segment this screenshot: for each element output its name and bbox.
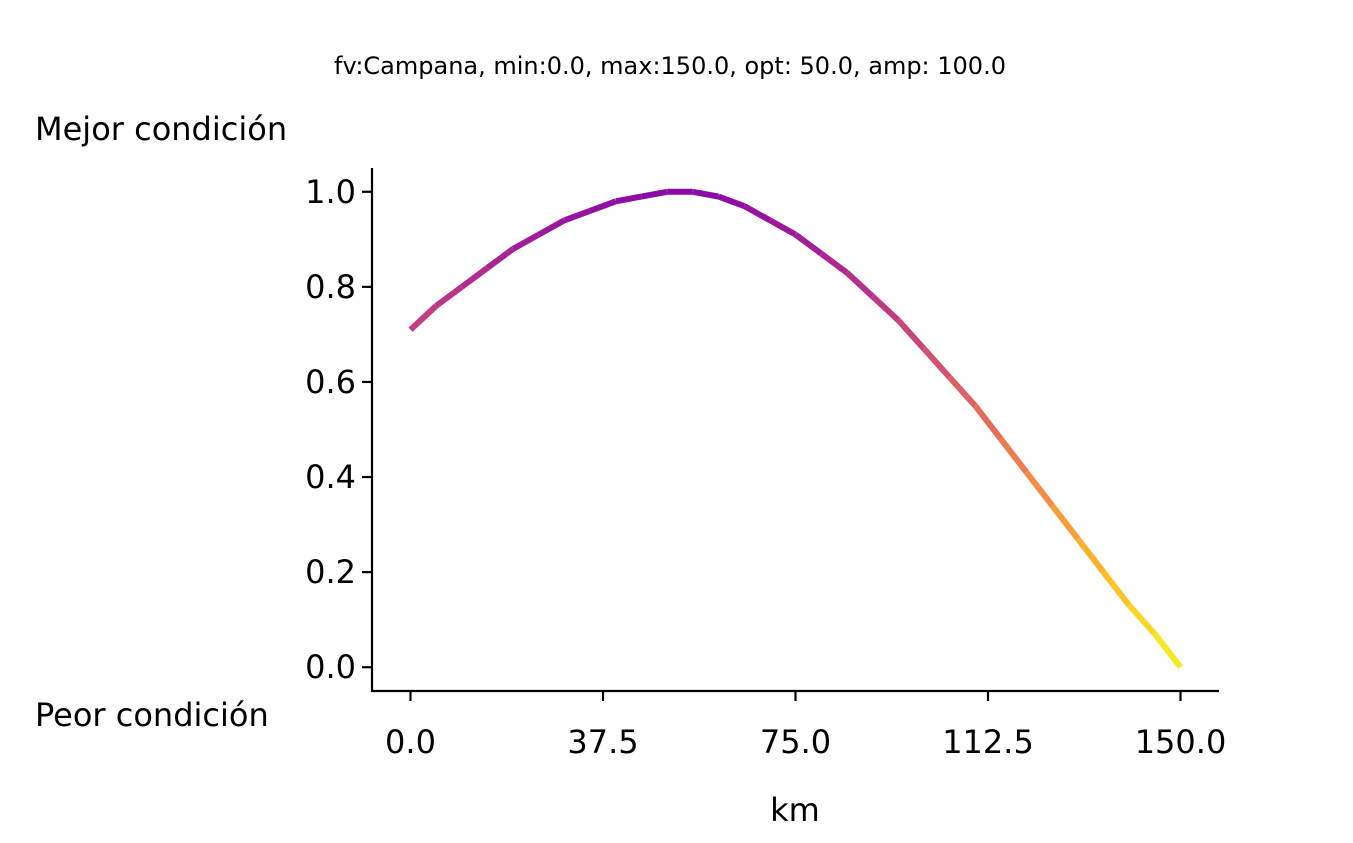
curve-segment: [485, 246, 515, 271]
curve-segment: [692, 188, 720, 200]
curve-segment: [640, 188, 668, 200]
curve-segment: [768, 217, 797, 238]
curve-segment: [870, 294, 901, 323]
x-tick-label: 112.5: [942, 723, 1034, 761]
curve-segment: [819, 251, 849, 276]
curve-segment: [793, 232, 823, 256]
x-axis-ticks: 0.0 37.5 75.0 112.5 150.0: [385, 691, 1226, 761]
curve-segment: [589, 198, 617, 214]
curve-segment: [717, 193, 746, 209]
curve-segment: [947, 375, 978, 408]
x-tick-label: 0.0: [385, 723, 436, 761]
curve-segment: [537, 217, 566, 238]
curve-segment: [895, 318, 927, 351]
y-tick-label: 0.6: [305, 363, 356, 401]
data-curve: [408, 188, 1183, 670]
curve-segment: [1024, 470, 1055, 508]
curve-segment: [408, 303, 439, 332]
curve-segment: [1049, 503, 1081, 541]
y-tick-label: 0.4: [305, 458, 356, 496]
y-axis-ticks: 0.0 0.2 0.4 0.6 0.8 1.0: [305, 173, 372, 686]
curve-segment: [1075, 537, 1106, 574]
curve-segment: [1152, 632, 1183, 670]
curve-segment: [615, 193, 643, 205]
worst-condition-label: Peor condición: [35, 696, 269, 734]
x-tick-label: 75.0: [760, 723, 831, 761]
y-tick-label: 0.8: [305, 268, 356, 306]
chart-title: fv:Campana, min:0.0, max:150.0, opt: 50.…: [334, 52, 1006, 80]
y-tick-label: 0.2: [305, 553, 356, 591]
curve-segment: [998, 437, 1029, 475]
curve-segment: [844, 270, 875, 299]
curve-segment: [1101, 570, 1132, 608]
best-condition-label: Mejor condición: [35, 110, 287, 148]
curve-segment: [1126, 603, 1158, 636]
x-axis-label: km: [770, 791, 820, 829]
x-tick-label: 37.5: [567, 723, 638, 761]
curve-segment: [921, 346, 952, 380]
curve-segment: [434, 284, 464, 309]
curve-segment: [511, 231, 541, 252]
curve-segment: [972, 403, 1004, 441]
y-tick-label: 1.0: [305, 173, 356, 211]
curve-segment: [563, 207, 592, 224]
curve-segment: [460, 265, 490, 290]
x-tick-label: 150.0: [1135, 723, 1227, 761]
curve-segment: [742, 203, 772, 223]
y-tick-label: 0.0: [305, 648, 356, 686]
